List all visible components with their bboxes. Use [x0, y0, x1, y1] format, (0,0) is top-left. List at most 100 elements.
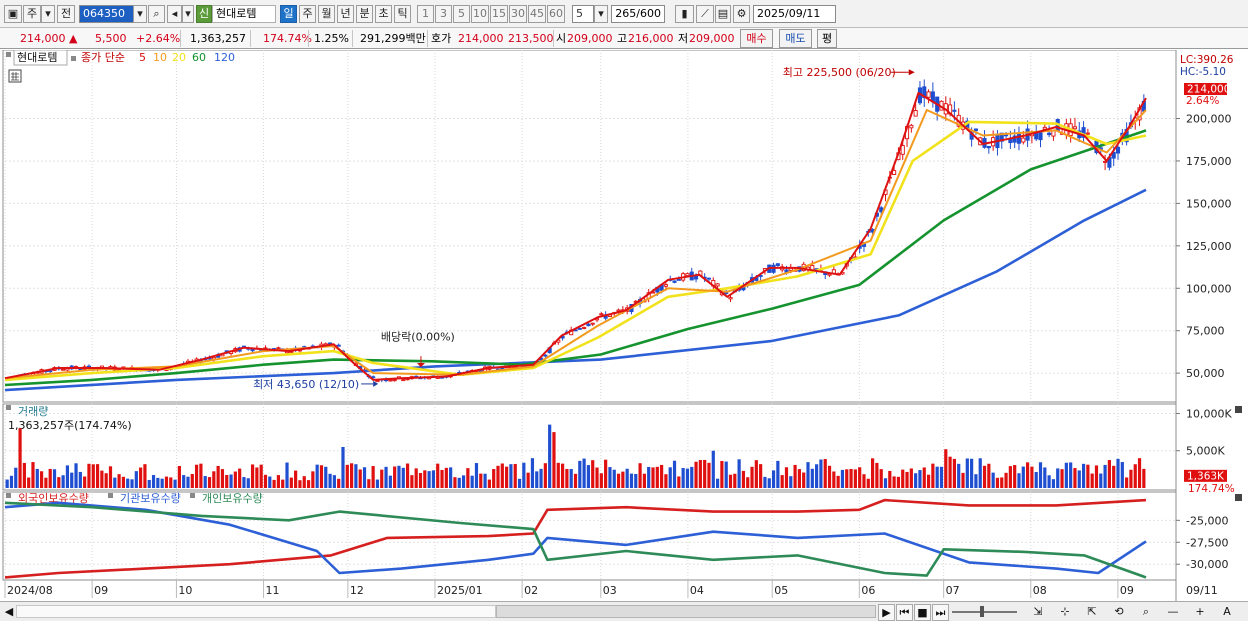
speaker-icon[interactable]: ◂	[167, 5, 182, 23]
date-value: 2025/09/11	[757, 7, 821, 20]
nav-control-3[interactable]: ■	[914, 604, 931, 621]
last-pct-text: 2.64%	[1186, 95, 1219, 107]
interval-45[interactable]: 45	[528, 5, 546, 23]
interval-5[interactable]: 5	[453, 5, 470, 23]
prev-label: 전	[60, 7, 72, 20]
volume-bar	[517, 478, 522, 488]
zoom-slider-handle[interactable]	[980, 606, 984, 617]
ma-line-20	[4, 120, 1147, 382]
legend-ma-10: 10	[153, 51, 167, 64]
volume-bar	[1004, 472, 1008, 488]
chart-type-icon[interactable]: ▮	[675, 5, 694, 23]
candle-body	[577, 327, 582, 330]
volume-bar	[879, 469, 883, 488]
legend-ma-60: 60	[192, 51, 206, 64]
volume-bar	[9, 475, 14, 488]
interval-60[interactable]: 60	[547, 5, 565, 23]
interval-10[interactable]: 10	[471, 5, 489, 23]
nav-control-2[interactable]: ⏮	[896, 604, 913, 621]
trade-amount: 291,299백만	[360, 32, 426, 45]
volume-bar	[70, 472, 74, 488]
volume-bar	[18, 428, 22, 488]
tool-icon-2[interactable]: ⊹	[1060, 605, 1070, 618]
volume-bar	[698, 460, 702, 488]
sell-button[interactable]: 매도	[779, 29, 812, 48]
volume-bar	[461, 475, 466, 488]
code-dropdown-icon[interactable]: ▾	[133, 5, 147, 23]
interval-3[interactable]: 3	[435, 5, 452, 23]
volume-bar	[763, 476, 767, 488]
tool-icon-3[interactable]: ⇱	[1087, 605, 1097, 618]
volume-bar	[634, 473, 638, 488]
scroll-track[interactable]	[16, 605, 496, 618]
tool-icon-6[interactable]: —	[1167, 605, 1179, 618]
prev-button[interactable]: 전	[57, 5, 75, 23]
quote-bar: 214,000 ▲ 5,500 +2.64% 1,363,257 174.74%…	[0, 28, 1248, 49]
search-icon[interactable]: ⌕	[148, 5, 165, 23]
volume-bar	[1021, 466, 1025, 488]
volume-bar	[970, 458, 974, 488]
last-price-tag	[1184, 83, 1227, 95]
volume-bar	[31, 462, 35, 488]
chevron-down-icon[interactable]: ▾	[41, 5, 55, 23]
volume-bar	[298, 480, 302, 488]
dividend-marker	[416, 362, 425, 368]
scroll-thumb[interactable]	[496, 605, 876, 618]
divider	[427, 30, 428, 47]
tab-4[interactable]: 년	[337, 5, 354, 23]
volume-bar	[375, 479, 380, 488]
tab-1[interactable]: 일	[280, 5, 297, 23]
x-tick-label: 09	[1120, 584, 1134, 597]
speaker-dropdown-icon[interactable]: ▾	[182, 5, 194, 23]
interval-15[interactable]: 15	[490, 5, 508, 23]
x-tick-label: 2024/08	[7, 584, 53, 597]
buy-button[interactable]: 매수	[740, 29, 773, 48]
period-unit-select[interactable]: 주	[23, 5, 41, 23]
legend-ma-label: 종가 단순	[81, 51, 125, 64]
nav-control-1[interactable]: ▶	[878, 604, 895, 621]
volume-bar	[974, 474, 978, 488]
tool-icon-7[interactable]: +	[1195, 605, 1205, 618]
volume-tag-pct: 174.74%	[1188, 483, 1235, 495]
volume-bar	[556, 462, 560, 488]
layout-icon[interactable]: ▣	[4, 5, 22, 23]
tab-3[interactable]: 월	[318, 5, 335, 23]
volume-bar	[324, 466, 328, 488]
zoom-slider[interactable]	[952, 611, 1017, 613]
interval-1[interactable]: 1	[417, 5, 434, 23]
tool-icon-8[interactable]: A	[1223, 605, 1231, 618]
interval-30[interactable]: 30	[509, 5, 527, 23]
volume-bar	[539, 468, 543, 488]
nav-control-4[interactable]: ⏭	[932, 604, 949, 621]
bar-count-field[interactable]: 265/600	[611, 5, 665, 23]
tool-icon-1[interactable]: ⇲	[1033, 605, 1043, 618]
volume-bar	[810, 468, 814, 488]
code-input[interactable]: 064350	[79, 5, 134, 23]
holding-bullet-icon	[6, 493, 11, 498]
volume-bar	[681, 468, 685, 488]
volume-bar	[845, 469, 849, 488]
volume-bar	[870, 458, 875, 488]
volume-bar	[203, 476, 207, 488]
volume-bar	[134, 471, 138, 488]
candle-body	[926, 91, 931, 98]
tab-7[interactable]: 틱	[394, 5, 411, 23]
count-input[interactable]: 5	[572, 5, 594, 23]
gear-icon[interactable]: ⚙	[733, 5, 750, 23]
tool-icon-5[interactable]: ⌕	[1142, 605, 1150, 618]
tab-6[interactable]: 초	[375, 5, 392, 23]
tool-icon-4[interactable]: ⟲	[1114, 605, 1124, 618]
draw-tool-icon[interactable]: ⟋	[696, 5, 714, 23]
stock-chart[interactable]: 50,000 75,000 100,000 125,000 150,000 175,000…	[0, 50, 1248, 601]
tab-2[interactable]: 주	[299, 5, 316, 23]
volume-bar	[926, 474, 931, 488]
date-input[interactable]: 2025/09/11	[753, 5, 836, 23]
count-dropdown-icon[interactable]: ▾	[594, 5, 608, 23]
volume-bar	[126, 478, 130, 488]
scroll-left-icon[interactable]: ◀	[4, 605, 14, 618]
tab-5[interactable]: 분	[356, 5, 373, 23]
eval-button[interactable]: 평	[817, 29, 837, 48]
volume-bar	[784, 467, 789, 488]
save-icon[interactable]: ▤	[715, 5, 731, 23]
stock-name-field[interactable]: 현대로템	[212, 5, 276, 23]
